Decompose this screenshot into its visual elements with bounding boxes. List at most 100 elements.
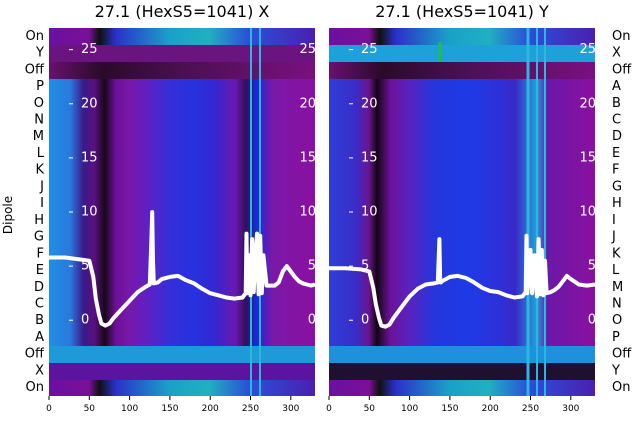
row-label: I [40, 196, 44, 211]
overlay-y-tick-label: 25 [361, 42, 378, 57]
heatmap-band-on-bottom-left [49, 380, 315, 396]
x-tick-label: 150 [441, 404, 458, 414]
x-tick-label: 100 [401, 404, 418, 414]
heatmap-band-on-top-left [49, 28, 315, 45]
x-tick-label: 50 [84, 404, 96, 414]
row-label: I [612, 213, 616, 228]
heatmap-band-off-bottom-left [49, 346, 315, 363]
row-label: A [35, 330, 44, 345]
overlay-y-tick-label-edge: 25 [579, 42, 596, 57]
heatmap-band-x-left [49, 363, 315, 380]
row-label: On [612, 29, 630, 44]
heatmap-band-y-left [49, 45, 315, 62]
row-label: J [611, 230, 616, 245]
x-tick-label: 200 [202, 404, 219, 414]
overlay-y-tick-label-edge: 15 [579, 150, 596, 165]
row-label: B [612, 96, 621, 111]
row-label: Y [35, 46, 44, 61]
row-label: X [612, 46, 621, 61]
heatmap-band-on-bottom-right [329, 380, 595, 396]
panel-right: 27.1 (HexS5=1041) Y OnXOffABCDEFGHIJKLMN… [326, 2, 632, 414]
overlay-y-tick-label-edge: 15 [299, 150, 316, 165]
row-label: Off [25, 347, 45, 362]
overlay-y-tick-label: 15 [361, 150, 378, 165]
overlay-y-tick-label: 5 [81, 259, 89, 274]
overlay-y-tick-label-edge: 5 [308, 259, 316, 274]
overlay-y-tick-label-edge: 20 [579, 96, 596, 111]
x-tick-label: 0 [46, 404, 52, 414]
overlay-y-tick-label: 0 [361, 313, 369, 328]
row-label: E [36, 263, 44, 278]
row-label: Off [25, 62, 45, 77]
overlay-y-ticks-left: 0 0 5 5 10 10 15 15 20 20 25 25 [69, 42, 316, 328]
row-label: F [612, 163, 619, 178]
x-tick-label: 150 [161, 404, 178, 414]
overlay-y-tick-label: 20 [361, 96, 378, 111]
overlay-line-right [329, 233, 595, 329]
overlay-y-ticks-right: 0 0 5 5 10 10 15 15 20 20 25 25 [349, 42, 596, 328]
x-tick-label: 300 [562, 404, 579, 414]
heatmap-right [329, 28, 595, 396]
overlay-y-tick-label: 5 [361, 259, 369, 274]
row-label: P [612, 330, 620, 345]
overlay-y-tick-label: 0 [81, 313, 89, 328]
row-label: N [34, 113, 44, 128]
heatmap-band-off-bottom-right [329, 346, 595, 363]
row-label: J [39, 179, 44, 194]
row-label: H [34, 213, 44, 228]
x-tick-label: 250 [242, 404, 259, 414]
row-label: C [612, 113, 621, 128]
heatmap-left [49, 28, 315, 396]
x-tick-label: 100 [121, 404, 138, 414]
row-label: G [34, 230, 44, 245]
heatmap-band-y-right [329, 363, 595, 380]
row-label: O [34, 96, 44, 111]
row-label: O [612, 313, 622, 328]
x-tick-label: 200 [482, 404, 499, 414]
row-label: B [35, 313, 44, 328]
row-label: G [612, 179, 622, 194]
row-label: On [26, 29, 44, 44]
overlay-y-tick-label-edge: 10 [579, 205, 596, 220]
row-label: L [37, 146, 45, 161]
row-label: X [35, 363, 44, 378]
chart-title-left: 27.1 (HexS5=1041) X [95, 2, 270, 21]
heatmap-body-left [49, 28, 315, 396]
row-label: On [612, 380, 630, 395]
row-label: H [612, 196, 622, 211]
row-label: M [33, 129, 44, 144]
x-tick-label: 300 [282, 404, 299, 414]
overlay-y-tick-label: 20 [81, 96, 98, 111]
overlay-y-tick-label: 10 [361, 205, 378, 220]
overlay-line-left [49, 210, 315, 328]
overlay-y-tick-label: 15 [81, 150, 98, 165]
row-label: K [35, 163, 44, 178]
heatmap-body-right [329, 28, 595, 396]
y-axis-label-left: Dipole [1, 196, 15, 234]
x-tick-label: 50 [364, 404, 376, 414]
row-label: E [612, 146, 620, 161]
x-tick-label: 0 [326, 404, 332, 414]
row-label: M [612, 280, 623, 295]
row-label: K [612, 246, 621, 261]
x-ticks-right: 0 50 100 150 200 250 300 [326, 396, 580, 414]
row-label: C [35, 297, 44, 312]
x-ticks-left: 0 50 100 150 200 250 300 [46, 396, 300, 414]
overlay-y-tick-label-edge: 0 [588, 313, 596, 328]
heatmap-band-off-top-right [329, 62, 595, 79]
row-label: Off [612, 62, 632, 77]
x-tick-label: 250 [522, 404, 539, 414]
row-label: On [26, 380, 44, 395]
row-label: D [612, 129, 622, 144]
overlay-y-tick-label-edge: 20 [299, 96, 316, 111]
overlay-y-tick-label-edge: 0 [308, 313, 316, 328]
row-label: L [612, 263, 620, 278]
row-label: P [36, 79, 44, 94]
row-label: Y [611, 363, 620, 378]
row-label: A [612, 79, 621, 94]
row-label: F [37, 246, 44, 261]
overlay-y-tick-label-edge: 25 [299, 42, 316, 57]
row-label: Off [612, 347, 632, 362]
